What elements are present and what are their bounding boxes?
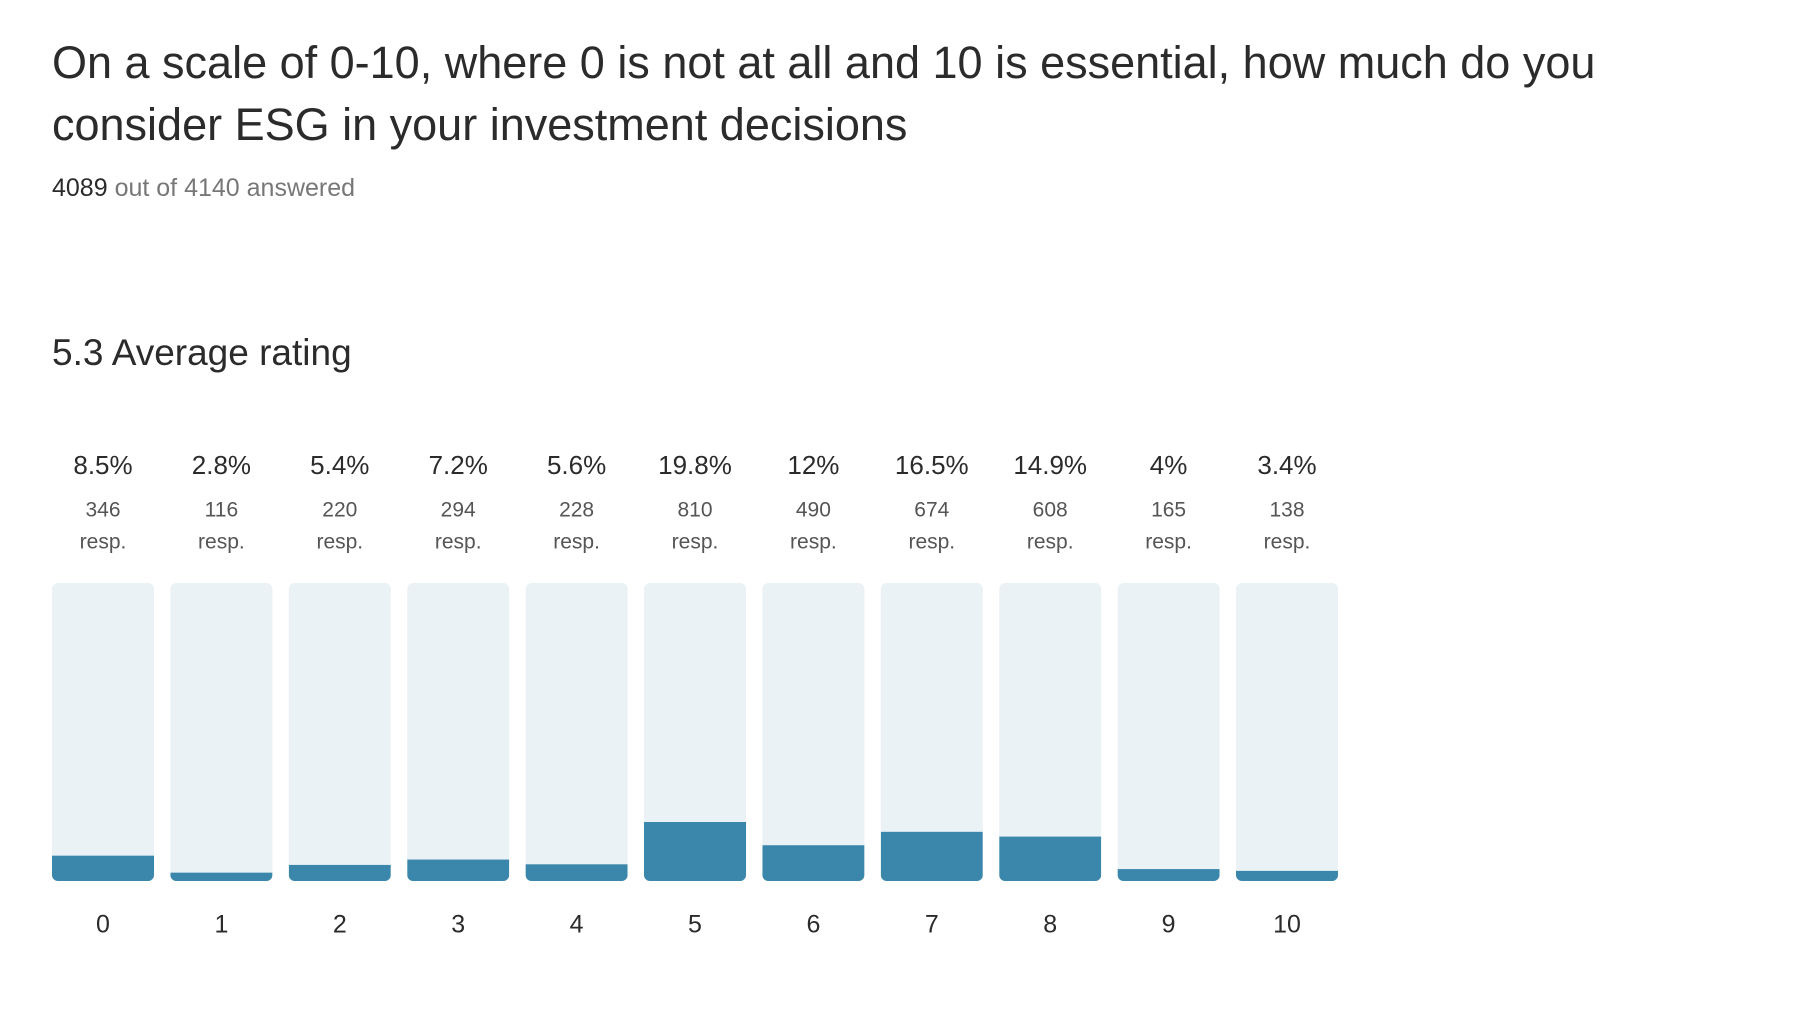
response-unit: resp. [908, 531, 955, 554]
percent-label: 16.5% [895, 450, 969, 480]
x-tick-label: 8 [1043, 911, 1057, 939]
response-unit: resp. [1027, 531, 1074, 554]
percent-label: 3.4% [1257, 450, 1316, 480]
bar [1236, 870, 1338, 881]
bar [170, 872, 273, 881]
response-count: 674 [914, 499, 949, 522]
percent-label: 19.8% [658, 450, 732, 480]
percent-label: 2.8% [192, 450, 251, 480]
average-value: 5.3 [52, 332, 104, 373]
bar-track [407, 583, 510, 881]
response-count: 138 [1269, 499, 1304, 522]
response-count: 116 [205, 499, 238, 522]
response-count: 490 [796, 499, 831, 522]
x-tick-label: 10 [1273, 911, 1301, 939]
percent-label: 14.9% [1013, 450, 1087, 480]
response-unit: resp. [672, 531, 719, 554]
response-unit: resp. [316, 531, 363, 554]
x-tick-label: 5 [688, 911, 702, 939]
response-unit: resp. [790, 531, 837, 554]
percent-label: 8.5% [73, 450, 132, 480]
bar [1117, 869, 1220, 881]
bar [525, 864, 628, 881]
response-unit: resp. [80, 531, 127, 554]
response-count: 608 [1033, 499, 1068, 522]
bar [999, 836, 1102, 881]
bar-track [170, 583, 273, 881]
bar [644, 821, 746, 881]
bar-track [880, 583, 983, 881]
response-count: 346 [85, 499, 120, 522]
response-count: 228 [559, 499, 594, 522]
answered-label: out of 4140 answered [114, 174, 356, 202]
response-count: 294 [441, 499, 476, 522]
response-unit: resp. [198, 531, 245, 554]
bar-track [525, 583, 628, 881]
bar-track [52, 583, 154, 881]
response-count: 810 [677, 499, 712, 522]
percent-label: 5.6% [547, 450, 606, 480]
percent-label: 4% [1150, 450, 1188, 480]
bar [762, 845, 865, 881]
x-tick-label: 3 [451, 911, 465, 939]
x-tick-label: 2 [333, 911, 347, 939]
answered-count: 4089 [52, 174, 108, 202]
bar-track [1117, 583, 1220, 881]
percent-label: 5.4% [310, 450, 369, 480]
bar [52, 855, 154, 881]
response-unit: resp. [435, 531, 482, 554]
bar-track [762, 583, 865, 881]
average-label: Average rating [111, 332, 352, 373]
x-tick-label: 7 [925, 911, 939, 939]
response-count: 220 [322, 499, 357, 522]
x-tick-label: 1 [214, 911, 228, 939]
percent-label: 12% [787, 450, 839, 480]
response-unit: resp. [553, 531, 600, 554]
bar-track [288, 583, 391, 881]
bar-track [644, 583, 746, 881]
response-count: 165 [1151, 499, 1186, 522]
question-title: On a scale of 0-10, where 0 is not at al… [52, 37, 1596, 150]
bar-track [1236, 583, 1338, 881]
bar [288, 864, 391, 881]
answered-summary: 4089 out of 4140 answered [52, 174, 1772, 203]
x-tick-label: 9 [1162, 911, 1176, 939]
response-unit: resp. [1264, 531, 1311, 554]
x-tick-label: 0 [96, 911, 110, 939]
percent-label: 7.2% [429, 450, 488, 480]
header: On a scale of 0-10, where 0 is not at al… [52, 32, 1772, 203]
bar [407, 859, 510, 881]
x-tick-label: 4 [570, 911, 584, 939]
x-tick-label: 6 [806, 911, 820, 939]
bar-track [999, 583, 1102, 881]
bar [880, 831, 983, 881]
response-unit: resp. [1145, 531, 1192, 554]
average-rating: 5.3 Average rating [52, 332, 352, 374]
